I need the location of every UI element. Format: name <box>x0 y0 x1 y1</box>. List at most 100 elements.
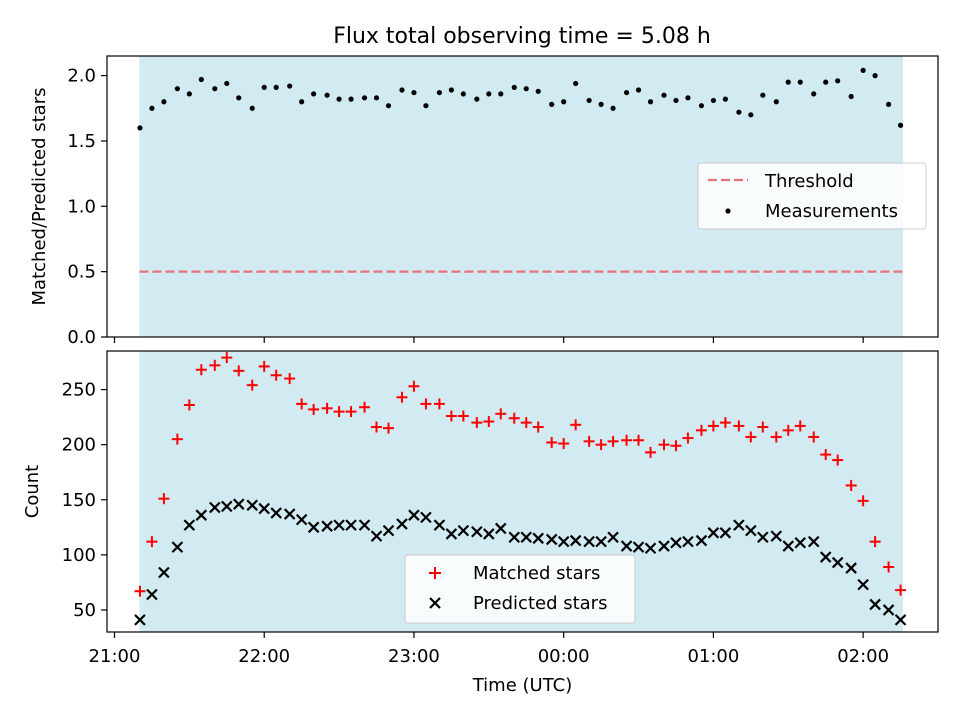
predicted-star-point <box>408 509 420 521</box>
predicted-star-point <box>158 566 170 579</box>
matched-star-point <box>733 420 745 432</box>
predicted-star-point <box>358 519 371 531</box>
predicted-star-point <box>869 598 881 611</box>
matched-star-point <box>146 536 158 548</box>
x-tick-label: 21:00 <box>89 646 141 667</box>
y-axis-ticks-bottom: 50 100 150 200 250 <box>62 380 107 621</box>
predicted-star-point <box>782 540 795 552</box>
measurement-point <box>236 95 242 101</box>
predicted-star-point <box>246 499 259 512</box>
predicted-star-point <box>307 521 320 534</box>
predicted-star-point <box>595 535 607 548</box>
predicted-star-point <box>894 614 907 626</box>
predicted-star-point <box>632 541 645 553</box>
matched-star-point <box>471 417 483 429</box>
predicted-star-point <box>345 519 357 531</box>
y-tick-label: 1.5 <box>67 131 96 152</box>
y-axis-ticks-top: 0.0 0.5 1.0 1.5 2.0 <box>67 66 107 348</box>
measurement-point <box>161 99 167 105</box>
measurement-point <box>736 109 742 115</box>
matched-star-point <box>333 406 345 418</box>
measurement-point <box>685 95 691 101</box>
predicted-star-point <box>583 535 595 548</box>
matched-star-point <box>621 434 633 446</box>
matched-star-point <box>258 360 270 372</box>
x-tick-label: 01:00 <box>687 646 739 667</box>
measurement-point <box>498 91 504 97</box>
count-panel-frame <box>106 350 939 633</box>
measurement-point <box>511 84 517 90</box>
measurement-point <box>885 101 892 107</box>
measurement-point <box>722 96 728 102</box>
y-tick-label: 2.0 <box>67 66 96 87</box>
predicted-star-point <box>719 527 732 539</box>
x-tick-label: 02:00 <box>837 646 889 667</box>
matched-star-point <box>284 373 296 385</box>
matched-star-point <box>345 406 357 418</box>
measurement-point <box>324 92 330 98</box>
predicted-star-point <box>445 528 458 540</box>
predicted-star-point <box>370 530 383 542</box>
predicted-star-point <box>532 532 544 545</box>
measurement-point <box>760 92 766 98</box>
matched-star-point <box>857 495 869 507</box>
matched-star-point <box>719 417 731 429</box>
predicted-star-point <box>183 519 196 531</box>
predicted-star-point <box>420 511 432 524</box>
measurement-point <box>137 125 143 131</box>
matched-star-point <box>209 359 221 371</box>
matched-star-point <box>869 536 881 548</box>
x-tick-label: 23:00 <box>388 646 440 667</box>
matched-star-point <box>433 398 445 410</box>
predicted-star-point <box>295 513 308 526</box>
matched-star-point <box>520 417 532 429</box>
matched-star-point <box>670 440 682 452</box>
predicted-star-point <box>770 530 783 542</box>
predicted-star-point <box>232 498 245 510</box>
measurement-point <box>287 83 293 89</box>
measurement-point <box>561 99 567 105</box>
matched-star-point <box>495 408 507 420</box>
predicted-star-point <box>644 542 657 555</box>
predicted-star-point <box>134 614 146 626</box>
predicted-star-point <box>845 562 857 574</box>
measurement-point <box>474 96 480 102</box>
matched-star-point <box>895 584 907 596</box>
predicted-star-point <box>733 519 745 531</box>
matched-star-point <box>134 585 146 597</box>
matched-star-point <box>483 416 495 428</box>
matched-star-point <box>508 412 520 424</box>
matched-star-point <box>583 435 595 447</box>
predicted-star-point <box>483 528 495 540</box>
predicted-star-point <box>658 540 670 552</box>
matched-star-point <box>633 434 645 446</box>
y-tick-label: 0.0 <box>67 327 96 348</box>
predicted-star-point <box>807 535 820 548</box>
measurement-point <box>661 92 667 98</box>
predicted-star-point <box>857 578 869 591</box>
legend-box-top <box>697 162 927 230</box>
predicted-star-point <box>457 524 470 537</box>
matched-star-point <box>883 561 895 573</box>
y-tick-label: 150 <box>62 490 96 511</box>
predicted-star-point <box>433 519 446 531</box>
legend-threshold-label: Threshold <box>764 171 854 192</box>
matched-star-point <box>408 380 420 392</box>
x-axis-ticks-bottom: 21:00 22:00 23:00 00:00 01:00 02:00 <box>89 632 889 667</box>
measurement-point <box>212 86 218 92</box>
measurement-point <box>748 112 754 118</box>
matched-star-point <box>645 446 657 458</box>
measurement-point <box>785 79 791 85</box>
measurement-point <box>573 80 579 87</box>
predicted-star-point <box>520 531 533 544</box>
measurement-point <box>224 80 230 87</box>
y-tick-label: 1.0 <box>67 196 96 217</box>
chart-title: Flux total observing time = 5.08 h <box>333 24 711 49</box>
matched-star-point <box>682 432 694 444</box>
matched-star-point <box>546 436 558 448</box>
measurement-point <box>149 105 155 111</box>
predicted-star-point <box>745 524 757 537</box>
measurement-point <box>835 78 841 84</box>
x-axis-label: Time (UTC) <box>472 675 573 696</box>
